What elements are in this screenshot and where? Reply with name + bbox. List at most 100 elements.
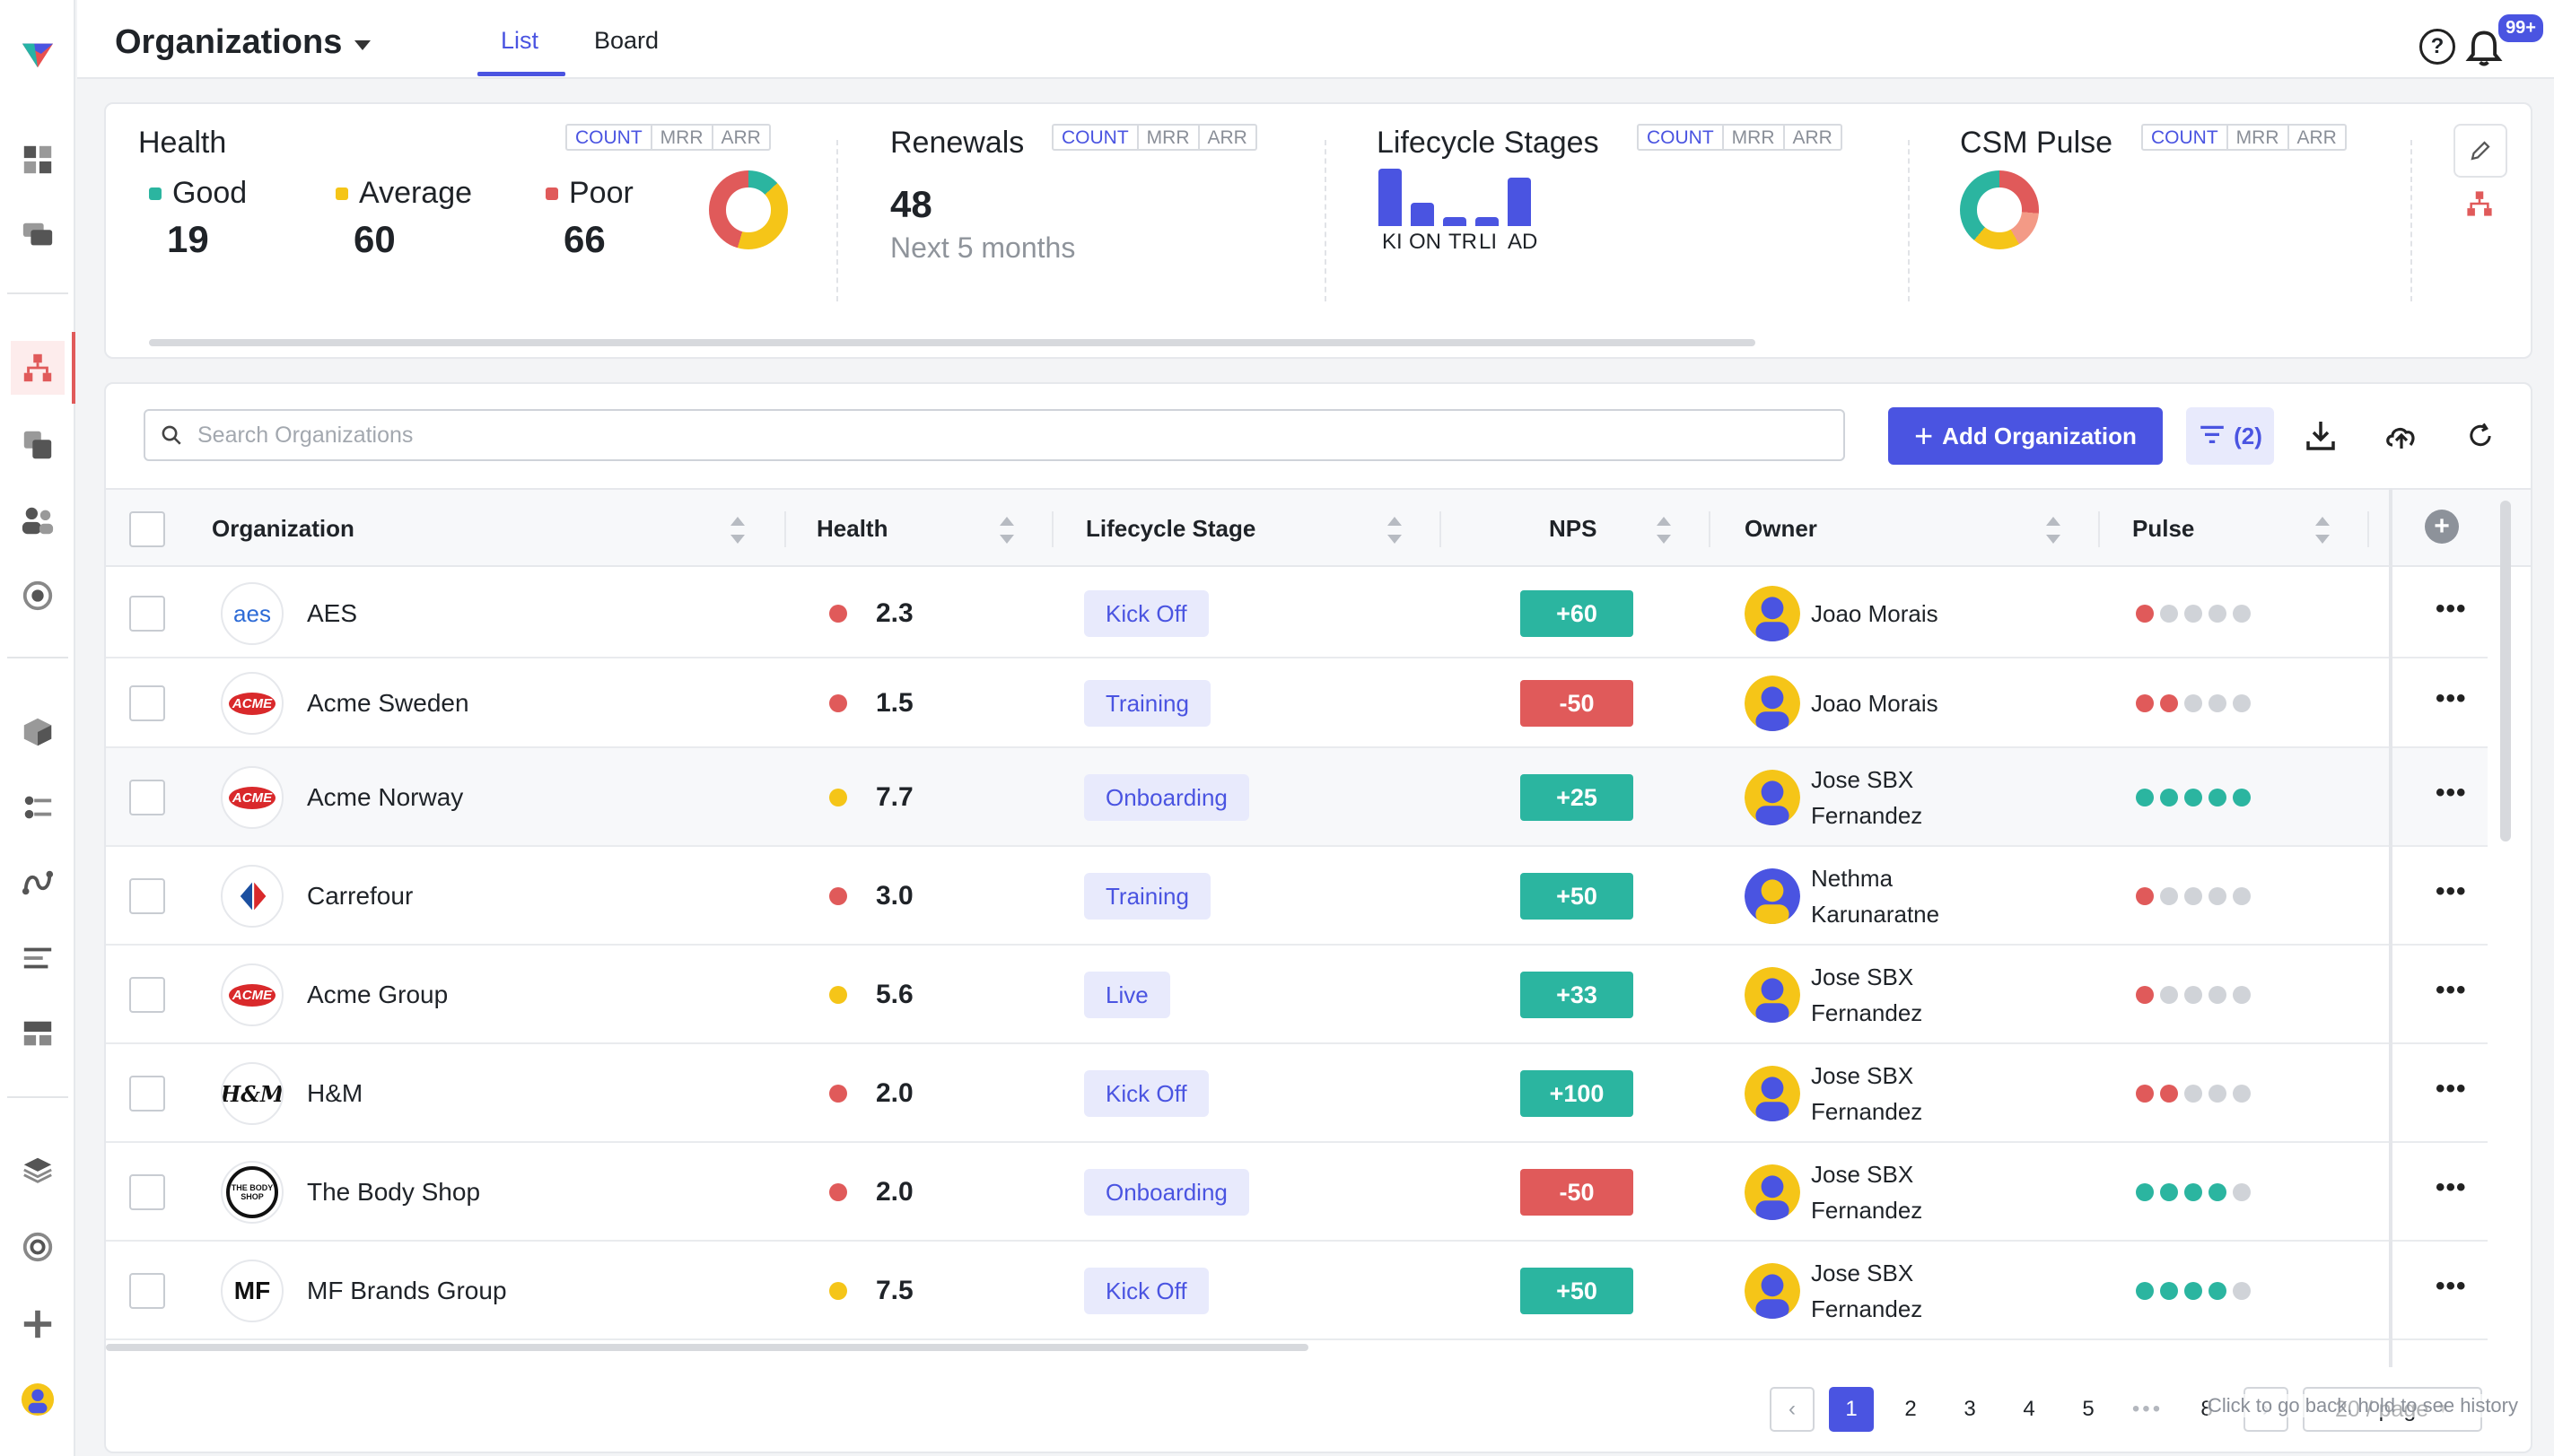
row-more-actions-icon[interactable]: ••• [2436, 1173, 2467, 1202]
row-more-actions-icon[interactable]: ••• [2436, 975, 2467, 1005]
column-header-owner[interactable]: Owner [1745, 515, 1817, 542]
lifecycle-stage-badge[interactable]: Training [1084, 873, 1211, 920]
toggle-count[interactable]: COUNT [2143, 126, 2228, 149]
row-more-actions-icon[interactable]: ••• [2436, 684, 2467, 713]
lifecycle-bar[interactable] [1475, 217, 1499, 226]
toggle-arr[interactable]: ARR [1792, 127, 1832, 148]
row-more-actions-icon[interactable]: ••• [2436, 1271, 2467, 1301]
health-good[interactable]: Good 19 [149, 176, 247, 261]
help-icon[interactable]: ? [2419, 29, 2455, 65]
page-1[interactable]: 1 [1829, 1387, 1874, 1432]
select-all-checkbox[interactable] [129, 511, 165, 547]
row-checkbox[interactable] [129, 1174, 165, 1210]
layers-icon[interactable] [11, 1143, 65, 1197]
search-input[interactable] [197, 422, 1813, 449]
add-organization-button[interactable]: + Add Organization [1888, 407, 2163, 465]
download-button[interactable] [2296, 411, 2346, 461]
sort-lifecycle-icon[interactable] [1386, 517, 1404, 544]
table-row[interactable]: Carrefour 3.0 Training +50 Nethma Karunaratne… [106, 847, 2488, 946]
toggle-mrr[interactable]: MRR [2228, 126, 2289, 149]
renewals-count[interactable]: 48 [890, 183, 932, 225]
owner-name[interactable]: Joao Morais [1811, 685, 1938, 721]
organization-name[interactable]: Acme Sweden [307, 689, 469, 717]
lifecycle-bar[interactable] [1378, 169, 1402, 226]
sort-nps-icon[interactable] [1655, 517, 1673, 544]
toggle-count[interactable]: COUNT [1054, 126, 1139, 149]
sort-organization-icon[interactable] [729, 517, 747, 544]
sort-pulse-icon[interactable] [2313, 517, 2331, 544]
toggle-count[interactable]: COUNT [1639, 126, 1724, 149]
organization-name[interactable]: AES [307, 599, 358, 627]
lifecycle-stage-badge[interactable]: Kick Off [1084, 590, 1209, 637]
row-checkbox[interactable] [129, 878, 165, 914]
lifecycle-bar[interactable] [1443, 217, 1466, 226]
workflow-icon[interactable] [11, 856, 65, 910]
organization-name[interactable]: The Body Shop [307, 1178, 481, 1206]
pulse-donut-chart[interactable] [1960, 170, 2039, 249]
search-box[interactable] [144, 409, 1845, 461]
owner-name[interactable]: Nethma Karunaratne [1811, 860, 1939, 932]
lifecycle-stage-badge[interactable]: Training [1084, 680, 1211, 727]
health-average[interactable]: Average 60 [336, 176, 472, 261]
column-header-organization[interactable]: Organization [212, 515, 354, 542]
table-row[interactable]: ACME Acme Group 5.6 Live +33 Jose SBX Fernande… [106, 946, 2488, 1044]
table-row[interactable]: aes AES 2.3 Kick Off +60 Joao Morais ••• [106, 569, 2488, 658]
owner-name[interactable]: Joao Morais [1811, 596, 1938, 632]
owner-name[interactable]: Jose SBX Fernandez [1811, 1255, 1922, 1327]
organization-name[interactable]: MF Brands Group [307, 1277, 507, 1304]
add-icon[interactable] [11, 1297, 65, 1351]
row-more-actions-icon[interactable]: ••• [2436, 876, 2467, 906]
settings-sliders-icon[interactable] [11, 780, 65, 834]
table-row[interactable]: MF MF Brands Group 7.5 Kick Off +50 Jose SBX F… [106, 1242, 2488, 1340]
page-title-dropdown[interactable]: Organizations [115, 23, 372, 62]
hierarchy-icon[interactable] [2464, 188, 2495, 219]
user-avatar[interactable] [11, 1373, 65, 1426]
page-3[interactable]: 3 [1964, 1397, 1976, 1421]
toggle-arr[interactable]: ARR [721, 127, 761, 148]
health-donut-chart[interactable] [709, 170, 788, 249]
dashboard-icon[interactable] [11, 133, 65, 187]
lifecycle-bar[interactable] [1508, 178, 1531, 226]
sort-owner-icon[interactable] [2044, 517, 2062, 544]
tab-board[interactable]: Board [594, 27, 660, 54]
row-checkbox[interactable] [129, 685, 165, 721]
product-icon[interactable] [11, 705, 65, 759]
table-horizontal-scrollbar[interactable] [106, 1344, 1308, 1351]
organization-name[interactable]: H&M [307, 1079, 363, 1107]
row-checkbox[interactable] [129, 780, 165, 815]
column-header-pulse[interactable]: Pulse [2132, 515, 2195, 542]
row-checkbox[interactable] [129, 977, 165, 1013]
prev-page-button[interactable]: ‹ [1770, 1387, 1815, 1432]
upload-button[interactable] [2376, 411, 2427, 461]
tab-list[interactable]: List [501, 27, 539, 54]
lifecycle-stage-badge[interactable]: Onboarding [1084, 1169, 1249, 1216]
toggle-mrr[interactable]: MRR [652, 126, 713, 149]
reports-icon[interactable] [11, 931, 65, 985]
row-more-actions-icon[interactable]: ••• [2436, 778, 2467, 807]
toggle-mrr[interactable]: MRR [1139, 126, 1200, 149]
page-ellipsis[interactable]: ••• [2131, 1397, 2164, 1421]
support-icon[interactable] [11, 1220, 65, 1274]
lifecycle-stage-badge[interactable]: Onboarding [1084, 774, 1249, 821]
table-row[interactable]: THE BODY SHOP The Body Shop 2.0 Onboarding -… [106, 1143, 2488, 1242]
page-5[interactable]: 5 [2082, 1397, 2095, 1421]
table-vertical-scrollbar[interactable] [2500, 501, 2511, 841]
filter-button[interactable]: (2) [2186, 407, 2274, 465]
table-row[interactable]: ACME Acme Sweden 1.5 Training -50 Joao Morais… [106, 658, 2488, 748]
organization-name[interactable]: Acme Norway [307, 783, 464, 811]
layout-icon[interactable] [11, 1007, 65, 1060]
app-logo-icon[interactable] [11, 27, 65, 81]
edit-stats-button[interactable] [2453, 124, 2507, 178]
owner-name[interactable]: Jose SBX Fernandez [1811, 959, 1922, 1031]
organization-name[interactable]: Carrefour [307, 882, 414, 910]
organizations-icon[interactable] [11, 332, 75, 404]
lifecycle-bar[interactable] [1411, 203, 1434, 226]
notifications-button[interactable]: 99+ [2457, 13, 2547, 72]
health-poor[interactable]: Poor 66 [546, 176, 634, 261]
target-icon[interactable] [11, 569, 65, 623]
owner-name[interactable]: Jose SBX Fernandez [1811, 1058, 1922, 1129]
row-more-actions-icon[interactable]: ••• [2436, 1074, 2467, 1103]
toggle-mrr[interactable]: MRR [1724, 126, 1785, 149]
column-header-nps[interactable]: NPS [1549, 515, 1597, 542]
page-4[interactable]: 4 [2023, 1397, 2035, 1421]
